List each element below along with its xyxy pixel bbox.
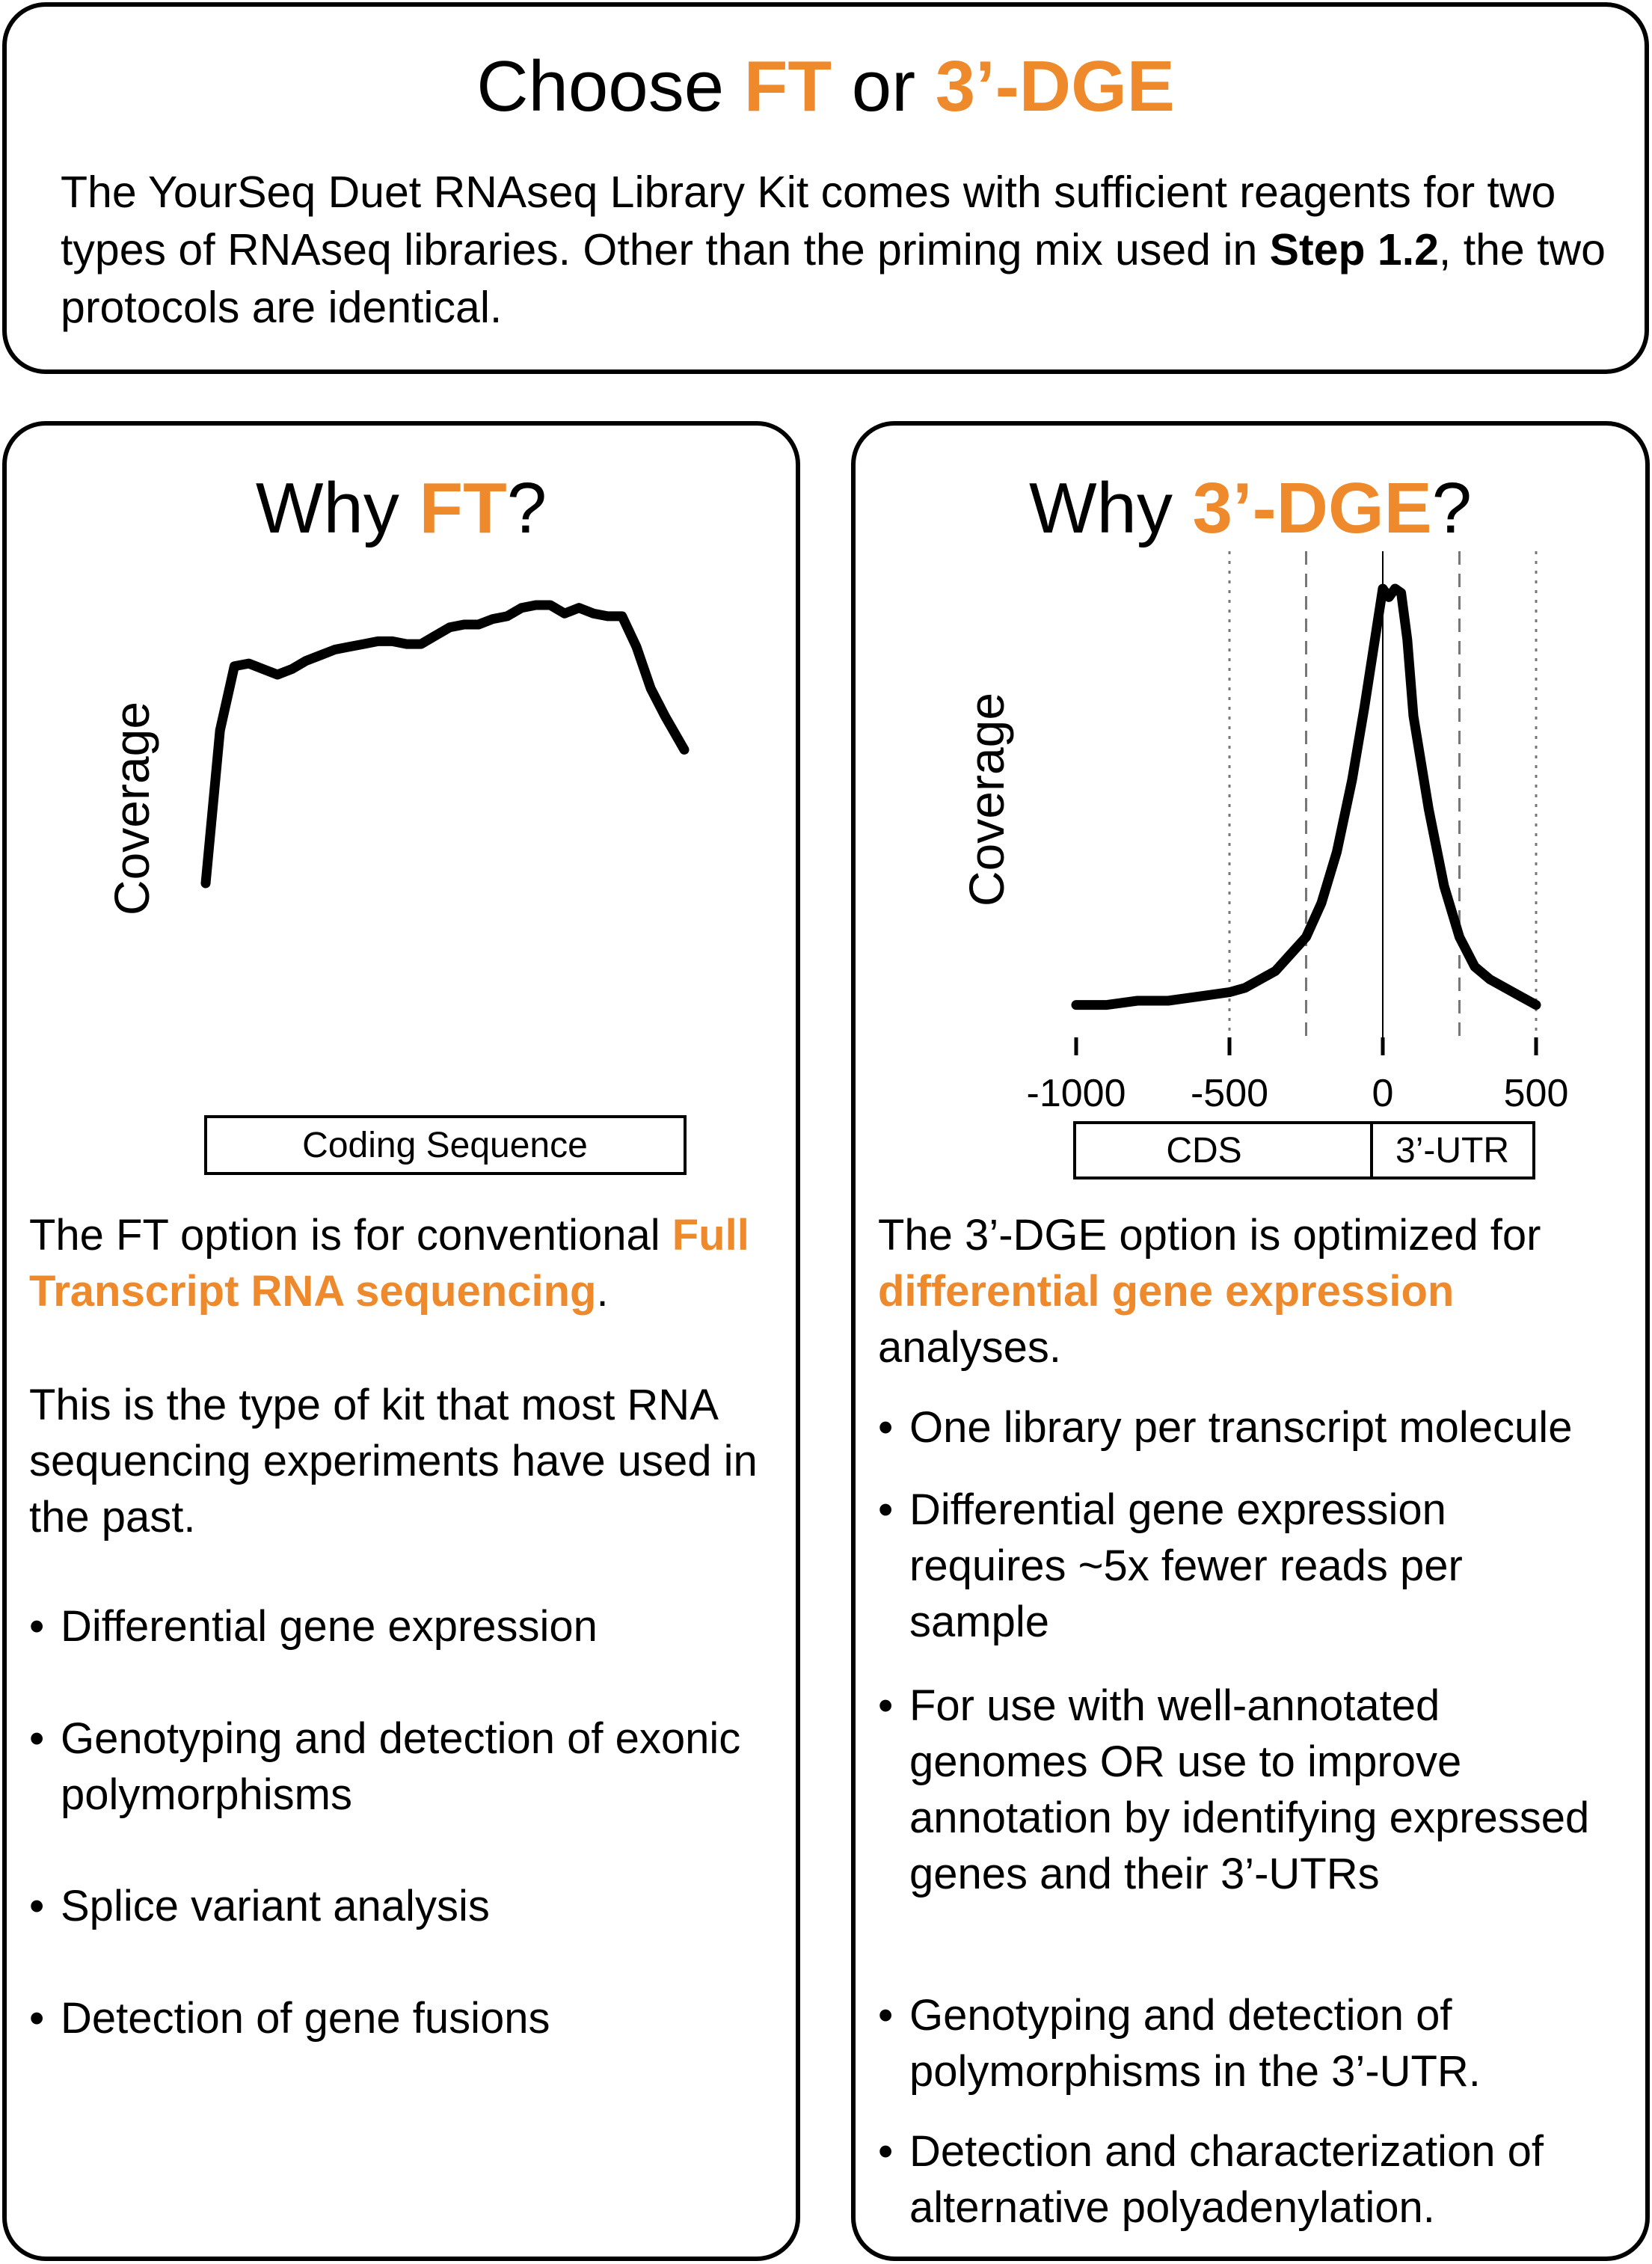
dge-desc-part2: analyses. [878,1323,1062,1372]
ft-ylabel: Coverage [104,702,159,915]
ft-title-highlight: FT [419,468,507,548]
main-title: Choose FT or 3’-DGE [7,46,1645,128]
dge-guide-lines [1228,551,1538,1043]
ft-bullet-text: Genotyping and detection of exonic polym… [61,1714,741,1819]
dge-bullet-text: One library per transcript molecule [909,1403,1573,1452]
ft-title-suffix: ? [506,468,547,548]
dge-ylabel: Coverage [959,693,1014,906]
ft-coverage-line [200,600,690,889]
ft-bullet-text: Differential gene expression [61,1602,598,1651]
intro-part2: , the two protocols are identical. [61,225,1606,332]
ft-desc-part1: The FT option is for conventional [29,1211,672,1260]
dge-bullet-text: For use with well-annotated genomes OR u… [909,1681,1590,1898]
ft-bullet: • Detection of gene fusions [29,1994,550,2043]
dge-coverage-line [1071,583,1541,1010]
ft-paragraph: This is the type of kit that most RNA se… [29,1381,758,1541]
dge-title: Why 3’-DGE? [856,467,1645,550]
ft-bullet-text: Splice variant analysis [61,1882,490,1930]
x-tick-label: -1000 [1027,1072,1126,1115]
ft-coverage-chart: Coverage Coding Sequence [104,600,690,1175]
dge-coverage-chart: Coverage -1000 -500 0 500 CDS 3’-UTR [959,551,1569,1179]
ft-bullet-text: Detection of gene fusions [61,1994,550,2043]
title-ft: FT [743,46,832,126]
dge-bullet: • For use with well-annotated genomes OR … [878,1681,1590,1898]
intro-part1: The YourSeq Duet RNAseq Library Kit come… [61,168,1556,274]
title-dge: 3’-DGE [935,46,1175,126]
dge-title-highlight: 3’-DGE [1192,468,1432,548]
dge-desc-highlight: differential gene expression [878,1267,1455,1316]
dge-title-prefix: Why [1028,468,1193,548]
dge-bullet-text: Genotyping and detection of polymorphism… [909,1991,1481,2096]
dge-title-suffix: ? [1431,468,1473,548]
dge-bullet: • Differential gene expression requires ~… [878,1485,1463,1646]
cds-box [1073,1121,1535,1179]
ft-panel: Why FT? Coverage Coding Sequence The FT … [2,421,800,2261]
ft-description: The FT option is for conventional Full T… [29,1207,777,1319]
x-tick-label: -500 [1191,1072,1268,1115]
ft-bullet: • Genotyping and detection of exonic poly… [29,1714,741,1819]
x-tick-label: 0 [1372,1072,1394,1115]
utr-label: 3’-UTR [1395,1131,1509,1171]
dge-desc-part1: The 3’-DGE option is optimized for [878,1211,1541,1260]
ft-title-prefix: Why [255,468,420,548]
dge-bullet-text: Detection and characterization of altern… [909,2127,1544,2232]
dge-bullet: • One library per transcript molecule [878,1403,1573,1452]
dge-x-axis: -1000 -500 0 500 [1027,1037,1569,1115]
dge-bullet: • Genotyping and detection of polymorphis… [878,1991,1481,2096]
dge-bullet-text: Differential gene expression requires ~5… [909,1485,1463,1646]
dge-panel: Why 3’-DGE? Coverage -1000 -500 0 500 CDS 3… [851,421,1650,2261]
ft-title: Why FT? [7,467,796,550]
title-or: or [832,46,936,126]
dge-bullet: • Detection and characterization of alter… [878,2127,1544,2232]
coding-sequence-label: Coding Sequence [302,1126,588,1165]
ft-bullet: • Splice variant analysis [29,1882,490,1930]
coding-sequence-box [204,1115,687,1175]
intro-panel: Choose FT or 3’-DGE The YourSeq Duet RNA… [2,2,1649,374]
intro-text: The YourSeq Duet RNAseq Library Kit come… [61,164,1616,337]
ft-desc-highlight: Full Transcript RNA sequencing [29,1211,749,1316]
title-prefix: Choose [476,46,744,126]
intro-step: Step 1.2 [1269,225,1439,274]
ft-desc-part2: . [596,1267,609,1316]
x-tick-label: 500 [1504,1072,1569,1115]
cds-label: CDS [1166,1131,1241,1171]
ft-bullet: • Differential gene expression [29,1602,598,1651]
dge-description: The 3’-DGE option is optimized for diffe… [878,1207,1633,1375]
